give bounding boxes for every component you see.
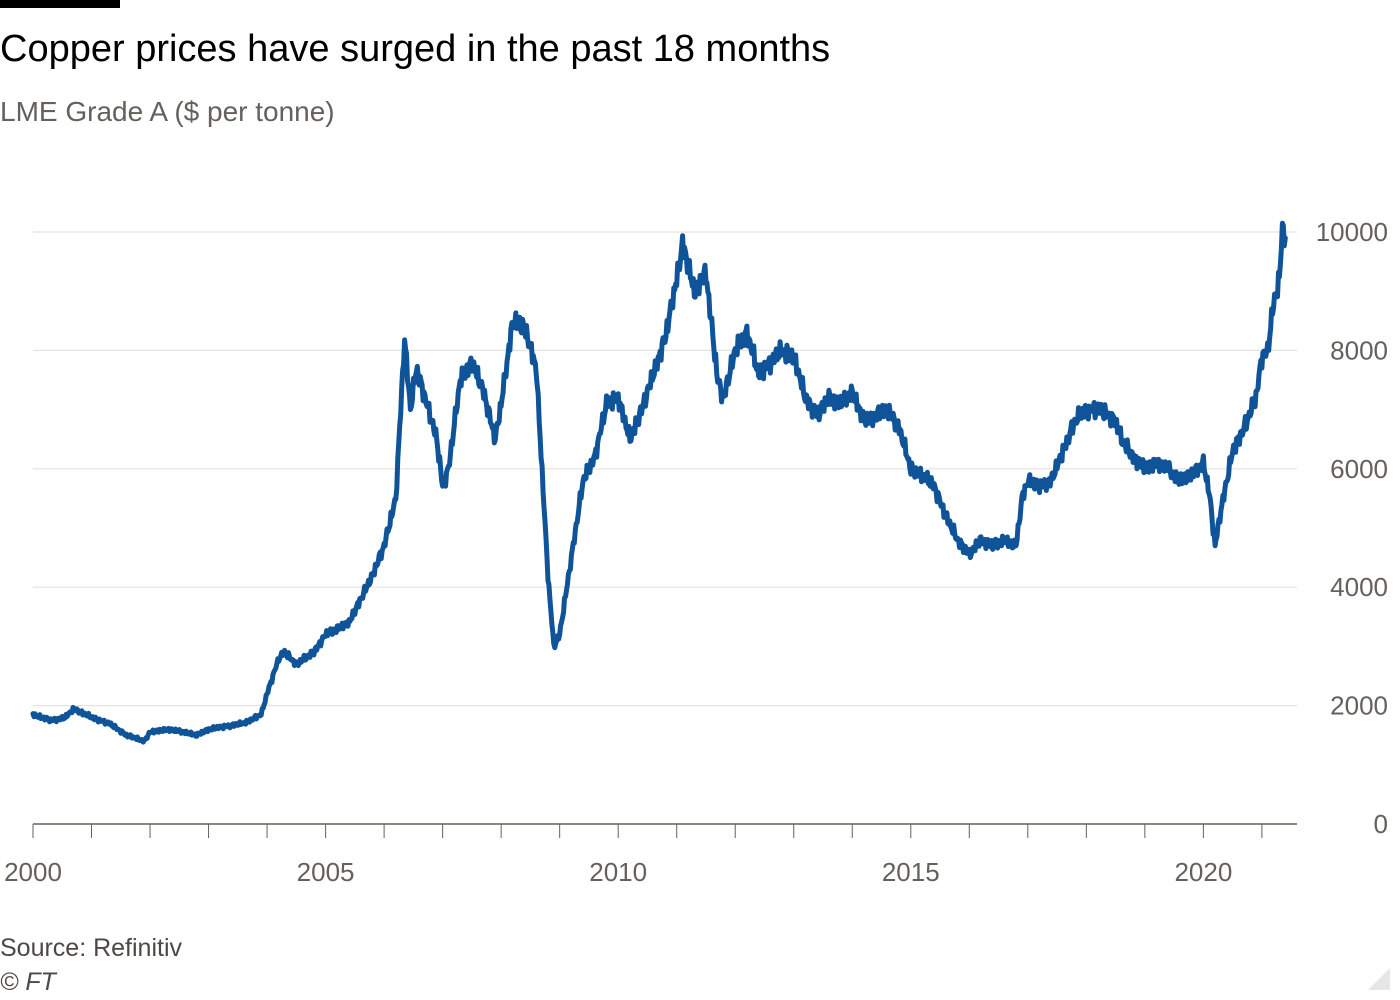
- x-tick-label-1: 2005: [297, 857, 355, 887]
- x-axis: 2000 2005 2010 2015 2020: [4, 823, 1297, 887]
- chart-subtitle: LME Grade A ($ per tonne): [0, 96, 335, 127]
- corner-fold-icon: [1368, 968, 1390, 990]
- y-tick-label-1: 2000: [1330, 691, 1388, 721]
- y-axis: 0 2000 4000 6000 8000 10000: [1316, 217, 1388, 839]
- y-tick-label-0: 0: [1374, 809, 1388, 839]
- source-note: Source: Refinitiv: [0, 934, 183, 962]
- series-line-0: [30, 220, 1288, 745]
- y-tick-label-4: 8000: [1330, 335, 1388, 365]
- x-tick-label-0: 2000: [4, 857, 62, 887]
- brand-bar: [0, 0, 120, 8]
- gridlines: [33, 231, 1297, 707]
- chart-title: Copper prices have surged in the past 18…: [0, 28, 831, 70]
- y-tick-label-3: 6000: [1330, 454, 1388, 484]
- x-tick-label-4: 2020: [1174, 857, 1232, 887]
- copyright-note: © FT: [0, 968, 56, 996]
- x-tick-label-3: 2015: [882, 857, 940, 887]
- x-tick-label-2: 2010: [589, 857, 647, 887]
- series-layer: [30, 220, 1288, 745]
- y-tick-label-5: 10000: [1316, 217, 1388, 247]
- y-tick-label-2: 4000: [1330, 572, 1388, 602]
